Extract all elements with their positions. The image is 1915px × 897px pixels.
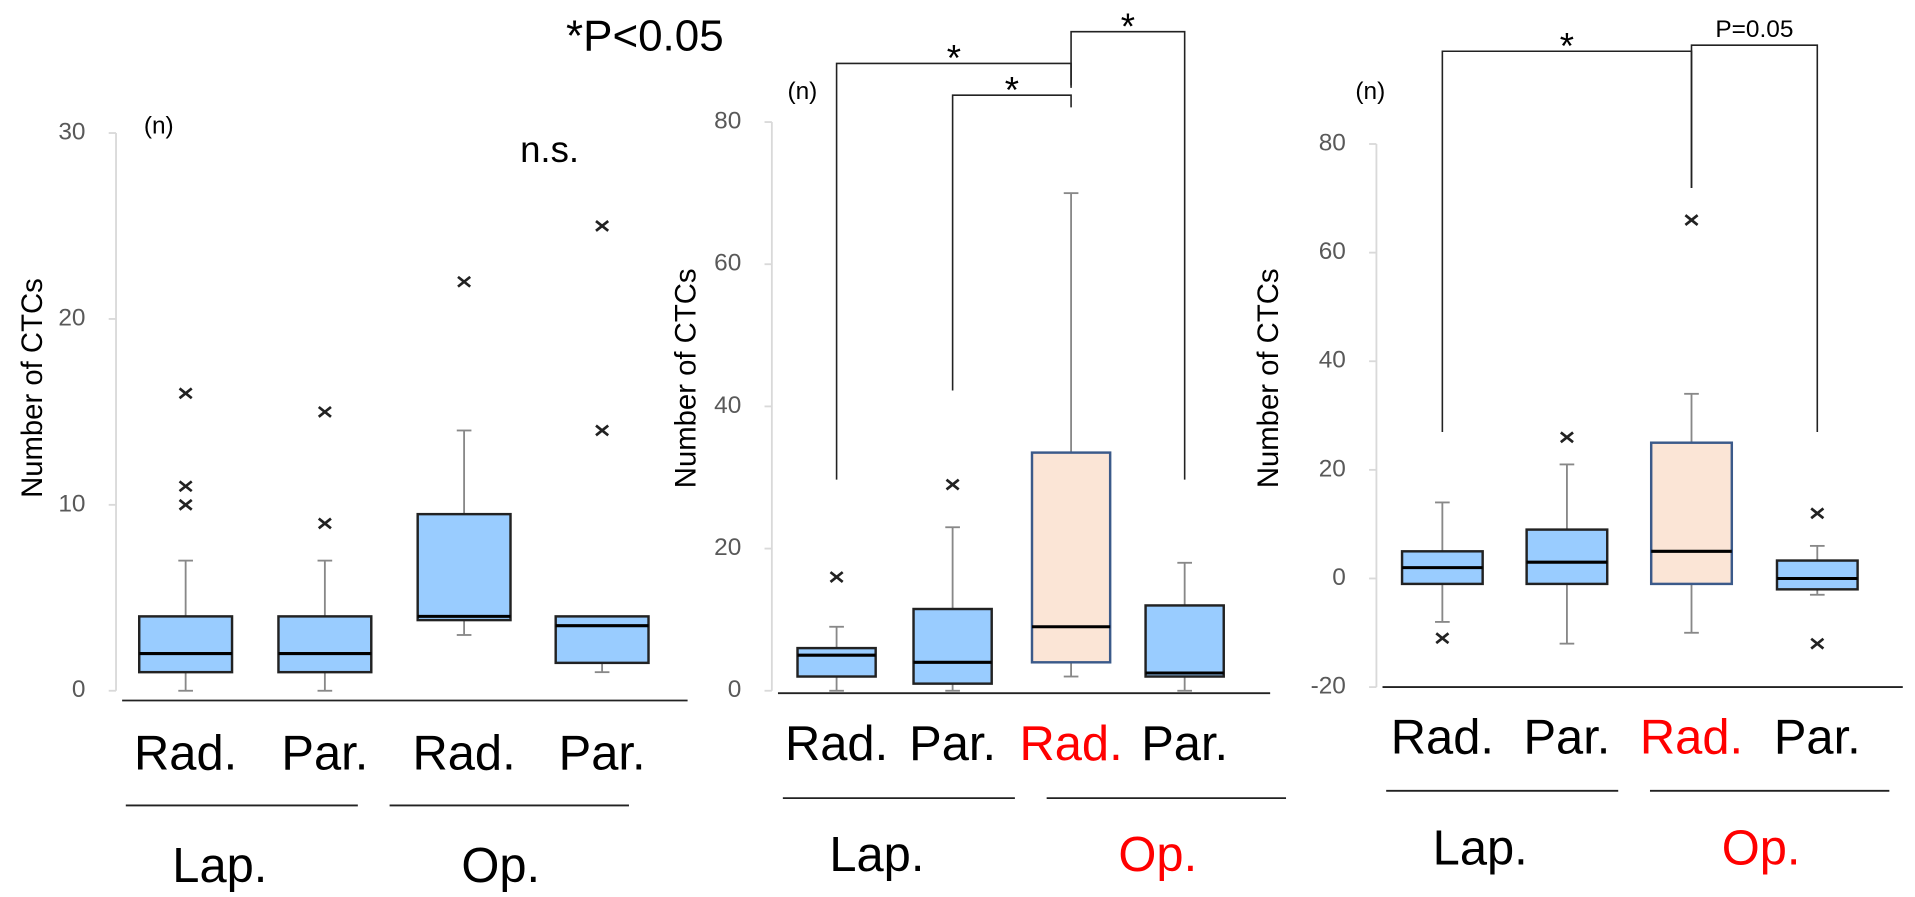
y-tick-label: 40 — [714, 392, 741, 419]
y-tick-label: 40 — [1319, 347, 1346, 374]
significance-label: * — [1560, 25, 1574, 66]
category-label: Par. — [1141, 717, 1228, 771]
significance-bracket — [951, 94, 1072, 391]
outlier-stroke — [317, 517, 332, 530]
group-label: Op. — [1118, 828, 1197, 882]
significance-note: *P<0.05 — [566, 12, 724, 61]
y-tick-label: 0 — [72, 676, 86, 703]
n-label: (n) — [1355, 78, 1385, 105]
y-axis-label: Number of CTCs — [669, 268, 702, 488]
outlier-stroke — [1684, 214, 1699, 226]
group-label: Lap. — [829, 828, 924, 882]
outlier — [595, 220, 610, 232]
category-label: Rad. — [413, 727, 516, 781]
n-label: (n) — [144, 112, 174, 139]
outlier — [178, 387, 193, 400]
box — [796, 646, 877, 678]
y-axis-label: Number of CTCs — [16, 278, 49, 498]
y-tick-label: 20 — [714, 534, 741, 561]
outlier-stroke — [1559, 431, 1574, 444]
y-tick-label: 80 — [1319, 129, 1346, 156]
y-tick-label: 60 — [714, 250, 741, 277]
group-label: Lap. — [1433, 822, 1528, 876]
box — [1144, 604, 1225, 678]
category-label: Rad. — [134, 727, 237, 781]
outlier-stroke — [1435, 632, 1450, 645]
significance-label: * — [947, 38, 961, 79]
group-label: Op. — [1722, 822, 1801, 876]
annotation: n.s. — [520, 129, 579, 170]
outlier — [1810, 507, 1825, 520]
outlier-stroke — [178, 387, 193, 400]
outlier — [1810, 637, 1825, 650]
outlier-stroke — [945, 478, 960, 491]
outlier-stroke — [317, 405, 332, 418]
outlier — [178, 480, 193, 493]
outlier-stroke — [829, 571, 844, 583]
outlier — [317, 405, 332, 418]
outlier-stroke — [1810, 507, 1825, 520]
outlier — [945, 478, 960, 491]
y-tick-label: 80 — [714, 107, 741, 134]
box — [912, 607, 993, 685]
y-axis-label: Number of CTCs — [1252, 268, 1285, 488]
category-label: Par. — [281, 727, 368, 781]
category-label: Par. — [559, 727, 646, 781]
y-tick-label: 60 — [1319, 238, 1346, 265]
outlier — [1435, 632, 1450, 645]
outlier-stroke — [595, 220, 610, 232]
box — [416, 512, 512, 622]
significance-bracket — [1441, 50, 1693, 433]
outlier-stroke — [1810, 637, 1825, 650]
y-tick-label: 0 — [728, 676, 742, 703]
n-label: (n) — [787, 78, 817, 105]
outlier — [317, 517, 332, 530]
category-label: Par. — [1523, 711, 1610, 765]
y-tick-label: 20 — [58, 304, 85, 331]
outlier-stroke — [178, 498, 193, 511]
box — [1030, 451, 1112, 664]
group-label: Op. — [461, 839, 540, 893]
category-label: Par. — [1774, 711, 1861, 765]
y-tick-label: 20 — [1319, 455, 1346, 482]
y-tick-label: 10 — [58, 490, 85, 517]
y-tick-label: -20 — [1311, 673, 1346, 700]
box — [1649, 441, 1734, 586]
significance-bracket — [1070, 30, 1186, 480]
box — [138, 615, 234, 674]
category-label: Par. — [909, 717, 996, 771]
box — [277, 615, 373, 674]
significance-bracket — [1690, 44, 1819, 433]
outlier — [1684, 214, 1699, 226]
box — [554, 615, 650, 665]
significance-label: * — [1121, 6, 1135, 47]
y-tick-label: 0 — [1332, 564, 1346, 591]
outlier — [829, 571, 844, 583]
outlier — [595, 424, 610, 437]
group-label: Lap. — [172, 839, 267, 893]
significance-bracket — [835, 62, 1072, 480]
significance-label: * — [1005, 69, 1019, 110]
outlier — [457, 275, 472, 288]
category-label: Rad. — [785, 717, 888, 771]
outlier — [178, 498, 193, 511]
outlier-stroke — [178, 480, 193, 493]
box — [1525, 528, 1609, 586]
category-label: Rad. — [1019, 717, 1122, 771]
y-tick-label: 30 — [58, 118, 85, 145]
significance-label: P=0.05 — [1715, 16, 1793, 43]
outlier-stroke — [457, 275, 472, 288]
category-label: Rad. — [1640, 711, 1743, 765]
outlier — [1559, 431, 1574, 444]
category-label: Rad. — [1391, 711, 1494, 765]
box — [1775, 559, 1859, 591]
outlier-stroke — [595, 424, 610, 437]
